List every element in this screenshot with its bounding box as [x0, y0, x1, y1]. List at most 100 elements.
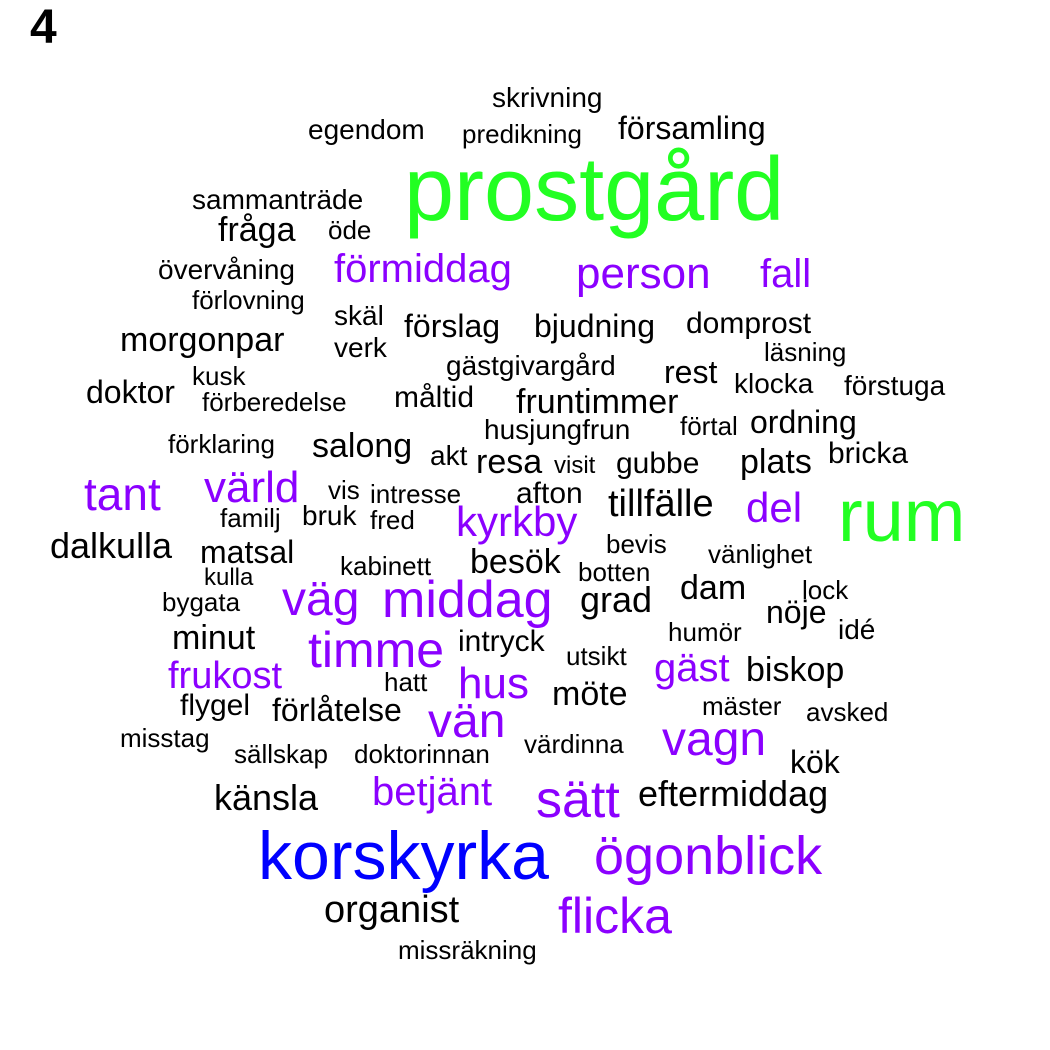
- word-prostgard: prostgård: [404, 140, 785, 240]
- word-missrakning: missräkning: [398, 935, 537, 965]
- word-timme: timme: [308, 622, 445, 678]
- word-gastgivargard: gästgivargård: [446, 350, 616, 381]
- word-besok: besök: [470, 543, 561, 581]
- word-organist: organist: [324, 889, 460, 931]
- word-formiddag: förmiddag: [334, 247, 512, 291]
- word-maltid: måltid: [394, 381, 475, 414]
- word-noje: nöje: [766, 594, 827, 630]
- word-hatt: hatt: [384, 667, 428, 697]
- word-fred: fred: [370, 505, 415, 535]
- word-matsal: matsal: [200, 534, 295, 570]
- word-vag: väg: [282, 573, 360, 626]
- word-biskop: biskop: [746, 651, 845, 689]
- word-klocka: klocka: [734, 368, 814, 399]
- word-forklaring: förklaring: [168, 429, 275, 459]
- word-satt: sätt: [536, 771, 620, 829]
- word-afton: afton: [516, 477, 583, 510]
- word-fraga: fråga: [218, 211, 296, 249]
- word-avsked: avsked: [806, 697, 889, 727]
- word-ordning: ordning: [750, 404, 857, 440]
- word-predikning: predikning: [462, 119, 582, 149]
- word-utsikt: utsikt: [566, 641, 627, 671]
- word-mote: möte: [552, 675, 628, 713]
- word-flicka: flicka: [558, 888, 672, 944]
- word-skrivning: skrivning: [492, 82, 603, 113]
- word-tillfalle: tillfälle: [608, 483, 714, 525]
- word-korskyrka: korskyrka: [258, 818, 549, 894]
- word-kyrkby: kyrkby: [456, 498, 578, 545]
- word-sallskap: sällskap: [234, 739, 328, 769]
- word-ode: öde: [328, 215, 372, 245]
- word-morgonpar: morgonpar: [120, 321, 285, 359]
- word-middag: middag: [382, 571, 553, 629]
- word-bygata: bygata: [162, 587, 241, 617]
- word-master: mäster: [702, 691, 782, 721]
- word-betjant: betjänt: [372, 770, 493, 814]
- word-frukost: frukost: [168, 655, 283, 697]
- word-kok: kök: [790, 744, 840, 780]
- word-forlatelse: förlåtelse: [272, 692, 402, 728]
- word-kusk: kusk: [192, 361, 246, 391]
- word-fall: fall: [760, 252, 812, 296]
- word-fruntimmer: fruntimmer: [516, 383, 679, 421]
- word-rest: rest: [664, 354, 718, 390]
- word-husjungfrun: husjungfrun: [484, 414, 631, 445]
- word-misstag: misstag: [120, 723, 210, 753]
- word-varld: värld: [204, 463, 300, 512]
- word-fortal: förtal: [680, 411, 738, 441]
- word-plats: plats: [740, 443, 812, 481]
- word-dam: dam: [680, 569, 747, 607]
- word-overvaning: övervåning: [158, 254, 295, 285]
- panel-label: 4: [30, 1, 57, 54]
- word-del: del: [746, 484, 803, 531]
- word-bjudning: bjudning: [534, 308, 655, 344]
- word-intresse: intresse: [370, 479, 462, 509]
- word-bricka: bricka: [828, 437, 909, 470]
- word-intryck: intryck: [458, 625, 545, 658]
- word-forsamling: församling: [618, 110, 766, 146]
- word-minut: minut: [172, 619, 256, 657]
- word-salong: salong: [312, 427, 413, 465]
- word-sammantrade: sammanträde: [192, 184, 364, 215]
- word-domprost: domprost: [686, 307, 812, 340]
- word-rum: rum: [838, 474, 966, 557]
- word-vagn: vagn: [662, 713, 767, 766]
- word-doktorinnan: doktorinnan: [354, 739, 490, 769]
- word-familj: familj: [220, 503, 281, 533]
- word-kulla: kulla: [204, 564, 254, 591]
- word-skal: skäl: [334, 300, 384, 331]
- word-forlovning: förlovning: [192, 285, 305, 315]
- word-van: vän: [428, 695, 506, 748]
- word-visit: visit: [554, 452, 596, 479]
- word-grad: grad: [580, 579, 653, 620]
- word-vis: vis: [328, 475, 360, 505]
- word-vardinna: värdinna: [524, 729, 624, 759]
- word-person: person: [576, 249, 711, 298]
- word-tant: tant: [84, 468, 161, 520]
- word-vanlighet: vänlighet: [708, 539, 813, 569]
- word-forstuga: förstuga: [844, 370, 946, 401]
- word-lasning: läsning: [764, 337, 847, 367]
- word-ogonblick: ögonblick: [594, 826, 823, 886]
- word-hus: hus: [458, 659, 529, 708]
- word-kansla: känsla: [214, 777, 319, 818]
- word-lock: lock: [802, 575, 849, 605]
- word-gubbe: gubbe: [616, 447, 700, 480]
- word-ide: idé: [838, 614, 876, 645]
- word-verk: verk: [334, 332, 387, 363]
- word-resa: resa: [476, 443, 543, 481]
- word-akt: akt: [430, 440, 468, 471]
- word-kabinett: kabinett: [340, 551, 432, 581]
- word-forslag: förslag: [404, 308, 501, 344]
- word-botten: botten: [578, 557, 651, 587]
- word-flygel: flygel: [180, 689, 251, 722]
- word-doktor: doktor: [86, 374, 175, 410]
- word-egendom: egendom: [308, 114, 425, 145]
- word-dalkulla: dalkulla: [50, 525, 173, 566]
- word-eftermiddag: eftermiddag: [638, 773, 829, 814]
- word-humor: humör: [668, 617, 742, 647]
- word-gast: gäst: [654, 646, 730, 690]
- word-bevis: bevis: [606, 529, 667, 559]
- word-bruk: bruk: [302, 500, 357, 531]
